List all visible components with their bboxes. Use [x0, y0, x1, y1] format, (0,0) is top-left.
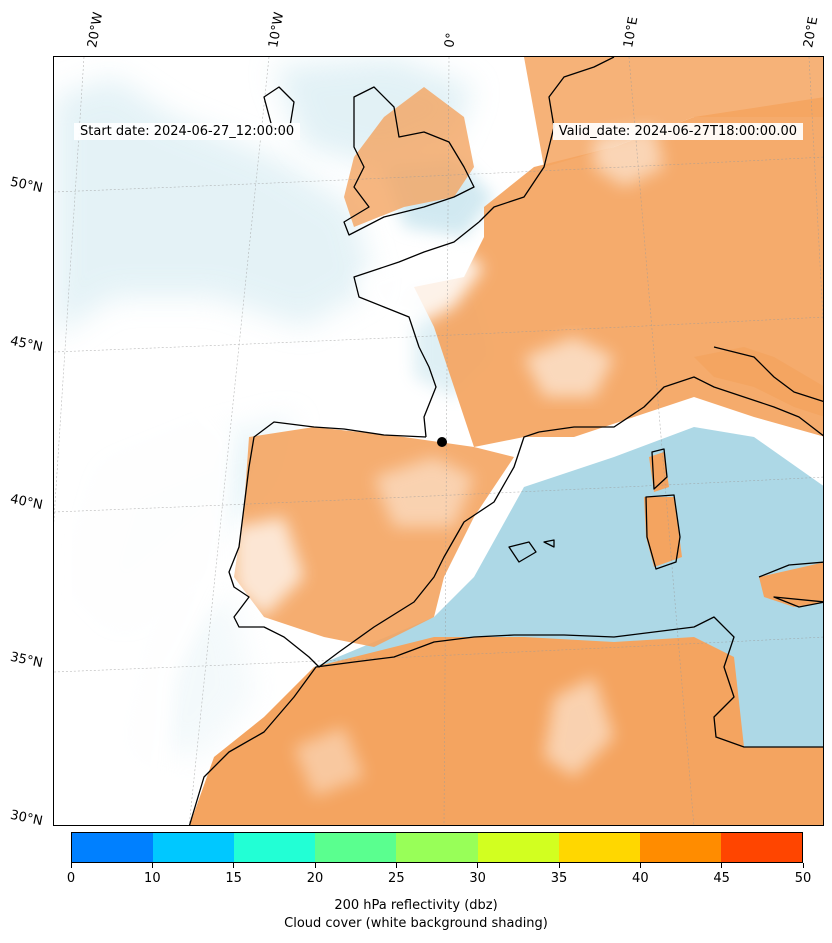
- colorbar-segment: [153, 833, 235, 862]
- lat-label-45n: 45°N: [8, 333, 44, 356]
- valid-date-label: Valid_date: 2024-06-27T18:00:00.00: [552, 123, 803, 140]
- colorbar-segment: [315, 833, 397, 862]
- colorbar-label: 200 hPa reflectivity (dbz): [334, 898, 498, 913]
- lat-label-30n: 30°N: [8, 807, 44, 830]
- colorbar-tick: [233, 863, 235, 868]
- colorbar-tick-label: 15: [225, 871, 242, 886]
- clear-sky-patches: [54, 127, 664, 825]
- coastlines: [188, 57, 823, 825]
- colorbar-tick-label: 50: [794, 871, 812, 886]
- lat-label-50n: 50°N: [8, 174, 44, 197]
- colorbar-tick: [477, 863, 479, 868]
- colorbar-tick-label: 25: [388, 871, 405, 886]
- lat-label-35n: 35°N: [8, 649, 44, 672]
- colorbar-tick-label: 20: [306, 871, 324, 886]
- lon-label-20w: 20°W: [85, 11, 107, 50]
- location-marker: [437, 437, 447, 447]
- lon-label-0: 0°: [442, 31, 460, 49]
- colorbar-tick: [70, 863, 72, 868]
- colorbar-tick: [395, 863, 397, 868]
- colorbar-tick: [314, 863, 316, 868]
- colorbar-segment: [477, 833, 559, 862]
- lon-label-10w: 10°W: [266, 11, 288, 50]
- lon-label-20e: 20°E: [801, 15, 822, 49]
- colorbar: [71, 832, 803, 863]
- colorbar-tick-label: 45: [713, 871, 730, 886]
- colorbar-tick-label: 35: [550, 871, 568, 886]
- colorbar-tick: [639, 863, 641, 868]
- colorbar-tick: [151, 863, 153, 868]
- lat-label-40n: 40°N: [8, 491, 44, 514]
- colorbar-tick: [721, 863, 723, 868]
- colorbar-segment: [234, 833, 316, 862]
- colorbar-tick: [802, 863, 804, 868]
- colorbar-segment: [558, 833, 640, 862]
- colorbar-tick-label: 10: [144, 871, 161, 886]
- start-date-label: Start date: 2024-06-27_12:00:00: [74, 123, 301, 140]
- colorbar-sublabel: Cloud cover (white background shading): [284, 916, 548, 931]
- colorbar-segment: [720, 833, 802, 862]
- lon-label-10e: 10°E: [621, 15, 642, 49]
- colorbar-segment: [396, 833, 478, 862]
- colorbar-tick-label: 30: [469, 871, 486, 886]
- colorbar-tick: [558, 863, 560, 868]
- colorbar-segment: [639, 833, 721, 862]
- colorbar-tick-label: 0: [66, 871, 76, 886]
- colorbar-tick-label: 40: [632, 871, 649, 886]
- map-canvas: [54, 57, 823, 825]
- weather-map: Start date: 2024-06-27_12:00:00 Valid_da…: [53, 56, 824, 826]
- colorbar-segment: [72, 833, 154, 862]
